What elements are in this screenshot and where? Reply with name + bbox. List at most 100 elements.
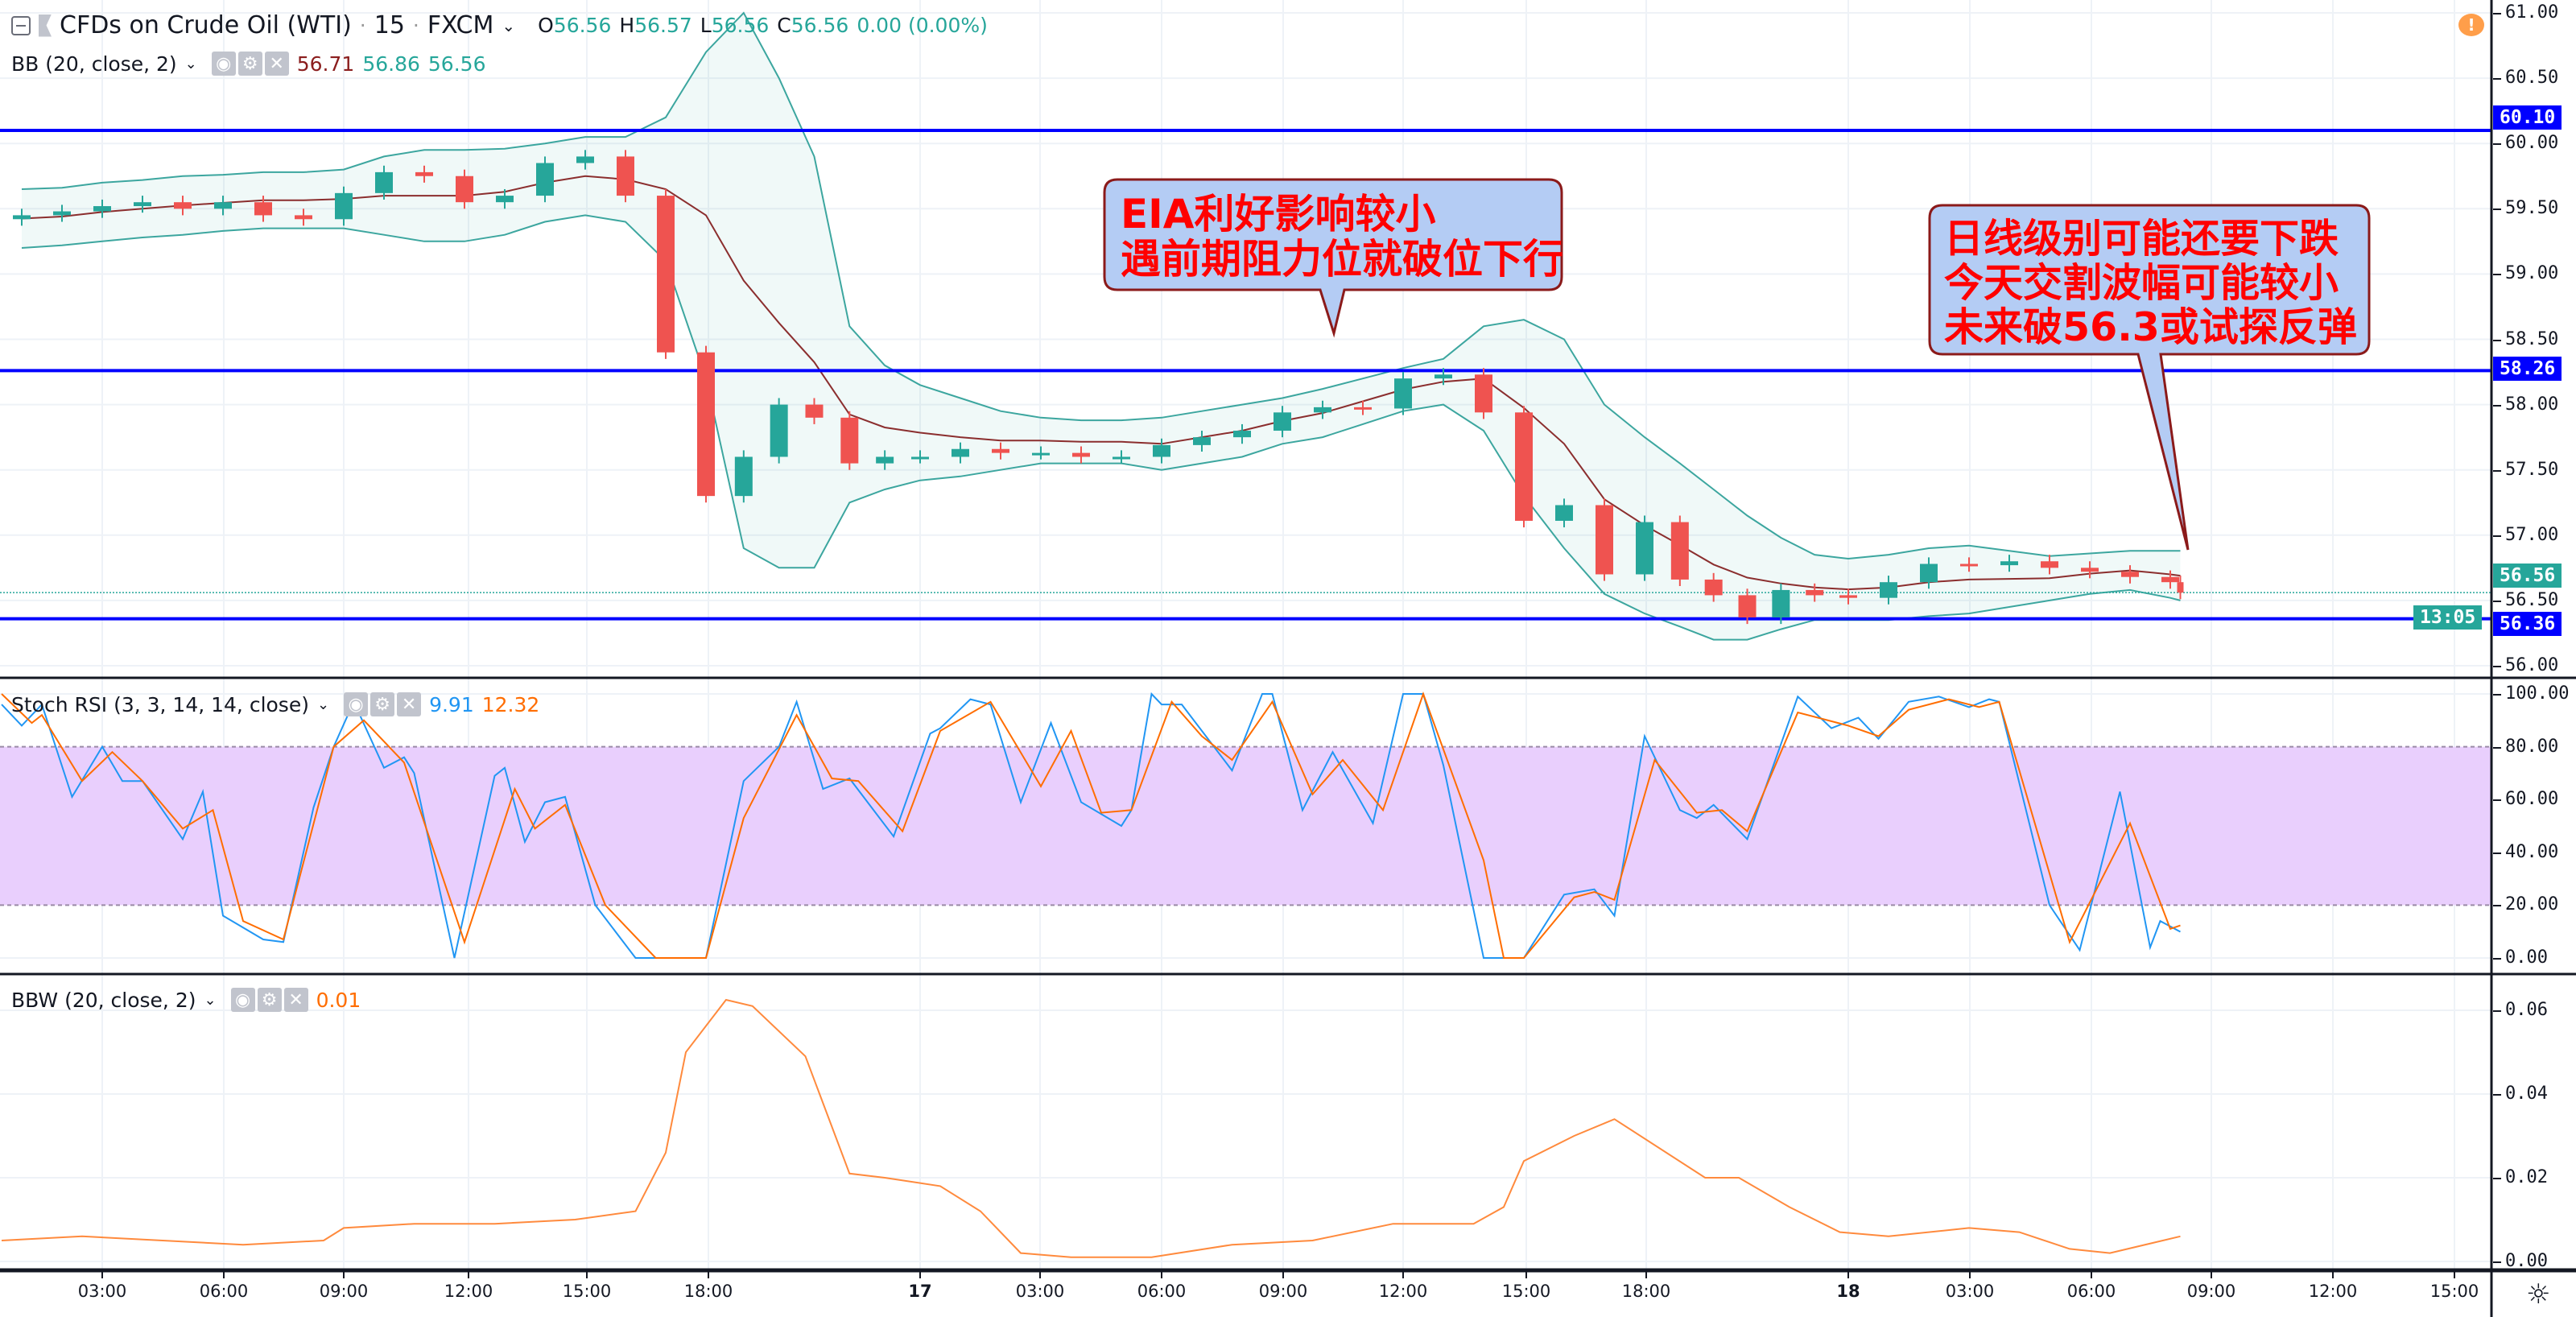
candle (174, 202, 192, 209)
axis-tick (2493, 852, 2501, 854)
candle (657, 196, 675, 353)
axis-tick (2493, 958, 2501, 960)
time-tick-label: 15:00 (2429, 1282, 2479, 1301)
price-tick-label: 61.00 (2505, 2, 2559, 23)
bbw-label[interactable]: BBW (20, close, 2) (11, 988, 196, 1012)
axis-tick (2493, 666, 2501, 667)
axis-tick (2493, 1261, 2501, 1263)
candle (1072, 452, 1090, 457)
eye-icon[interactable]: ◉ (344, 692, 369, 716)
price-badge: 56.56 (2493, 564, 2562, 588)
chevron-down-icon[interactable]: ⌄ (502, 15, 516, 35)
axis-tick (2493, 274, 2501, 276)
candle (214, 202, 232, 209)
time-tick-label: 15:00 (562, 1282, 612, 1301)
interval: 15 (374, 11, 405, 39)
symbol-title[interactable]: CFDs on Crude Oil (WTI) (60, 11, 352, 39)
gear-icon[interactable]: ⚙ (237, 52, 262, 76)
axis-tick (2493, 208, 2501, 211)
axis-tick (2493, 694, 2501, 696)
callout-line: EIA利好影响较小 (1121, 191, 1436, 237)
gear-icon[interactable]: ⚙ (257, 988, 282, 1012)
axis-tick (2493, 1178, 2501, 1179)
close-icon[interactable]: ✕ (264, 52, 289, 76)
axis-tick (2493, 404, 2501, 407)
settings-sun-icon[interactable]: ☼ (2526, 1278, 2551, 1311)
bbw-pane (1, 998, 2181, 1258)
ohlc-low: L56.56 (700, 14, 770, 37)
horizontal-levels[interactable] (0, 128, 2491, 621)
close-icon[interactable]: ✕ (397, 692, 422, 716)
candle (1636, 522, 1653, 575)
axis-tick (2493, 1094, 2501, 1096)
eye-icon[interactable]: ◉ (211, 52, 236, 76)
change-value: 0.00 (0.00%) (857, 14, 988, 37)
time-tick-label: 12:00 (2308, 1282, 2358, 1301)
axis-tick (2493, 1010, 2501, 1012)
stoch-d-line (1, 692, 2181, 959)
countdown-badge: 13:05 (2413, 605, 2483, 630)
stoch-tick-label: 100.00 (2505, 683, 2570, 704)
price-tick-label: 59.00 (2505, 263, 2559, 284)
time-tick-label: 03:00 (1945, 1282, 1995, 1301)
candle (93, 206, 111, 212)
axis-tick (2493, 78, 2501, 81)
close-icon[interactable]: ✕ (283, 988, 308, 1012)
candle (1314, 407, 1331, 413)
chevron-down-icon[interactable]: ⌄ (184, 55, 197, 72)
candle (1839, 595, 1857, 598)
callout-1-bubble (1103, 178, 1563, 338)
price-tick-label: 56.50 (2505, 589, 2559, 610)
time-tick-label: 03:00 (77, 1282, 127, 1301)
time-tick-label: 15:00 (1501, 1282, 1551, 1301)
candle (1233, 431, 1251, 438)
stoch-label[interactable]: Stoch RSI (3, 3, 14, 14, close) (11, 692, 309, 716)
eye-icon[interactable]: ◉ (230, 988, 255, 1012)
chevron-down-icon[interactable]: ⌄ (316, 696, 330, 713)
candle (2041, 561, 2058, 568)
alert-icon[interactable]: ! (2458, 14, 2484, 36)
axis-tick (2493, 143, 2501, 146)
callout-1-text: EIA利好影响较小 遇前期阻力位就破位下行 (1121, 192, 1563, 282)
candle (254, 202, 272, 216)
bbw-line (1, 998, 2181, 1258)
collapse-square-icon[interactable] (11, 15, 31, 35)
bbw-tick-label: 0.02 (2505, 1167, 2548, 1187)
dot-separator: · (412, 14, 419, 37)
candle (952, 448, 969, 457)
open-value: 56.56 (553, 14, 612, 37)
time-tick-label: 12:00 (1378, 1282, 1428, 1301)
bb-legend: BB (20, close, 2) ⌄ ◉ ⚙ ✕ 56.71 56.86 56… (11, 52, 485, 76)
axis-tick (2493, 13, 2501, 14)
gear-icon[interactable]: ⚙ (370, 692, 395, 716)
price-badge: 58.26 (2493, 357, 2562, 381)
time-tick-label: 09:00 (2186, 1282, 2236, 1301)
candle (415, 171, 433, 176)
callout-line: 日线级别可能还要下跌 (1944, 216, 2339, 262)
bb-upper-value: 56.86 (362, 52, 420, 76)
candle (840, 417, 859, 464)
candle (1394, 378, 1412, 409)
bbw-tick-label: 0.06 (2505, 1000, 2548, 1020)
price-tick-label: 58.50 (2505, 328, 2559, 349)
time-tick-label: 09:00 (319, 1282, 369, 1301)
candle (697, 352, 715, 497)
bb-lower-value: 56.56 (427, 52, 486, 76)
axis-tick (2493, 799, 2501, 802)
chevron-down-icon[interactable]: ⌄ (204, 991, 217, 1009)
candle (1113, 456, 1130, 460)
low-value: 56.56 (711, 14, 770, 37)
time-tick-label: 12:00 (444, 1282, 493, 1301)
bb-label[interactable]: BB (20, close, 2) (11, 52, 177, 76)
bbw-tick-label: 0.04 (2505, 1084, 2548, 1104)
callouts[interactable] (1103, 178, 2371, 551)
high-label: H (619, 14, 635, 37)
candle (1193, 437, 1211, 445)
candle (734, 456, 753, 497)
candle (1435, 374, 1452, 379)
dot-separator: · (359, 14, 366, 37)
stoch-rsi-pane (0, 692, 2491, 959)
flag-icon[interactable] (39, 14, 52, 37)
candle (1960, 564, 1978, 567)
